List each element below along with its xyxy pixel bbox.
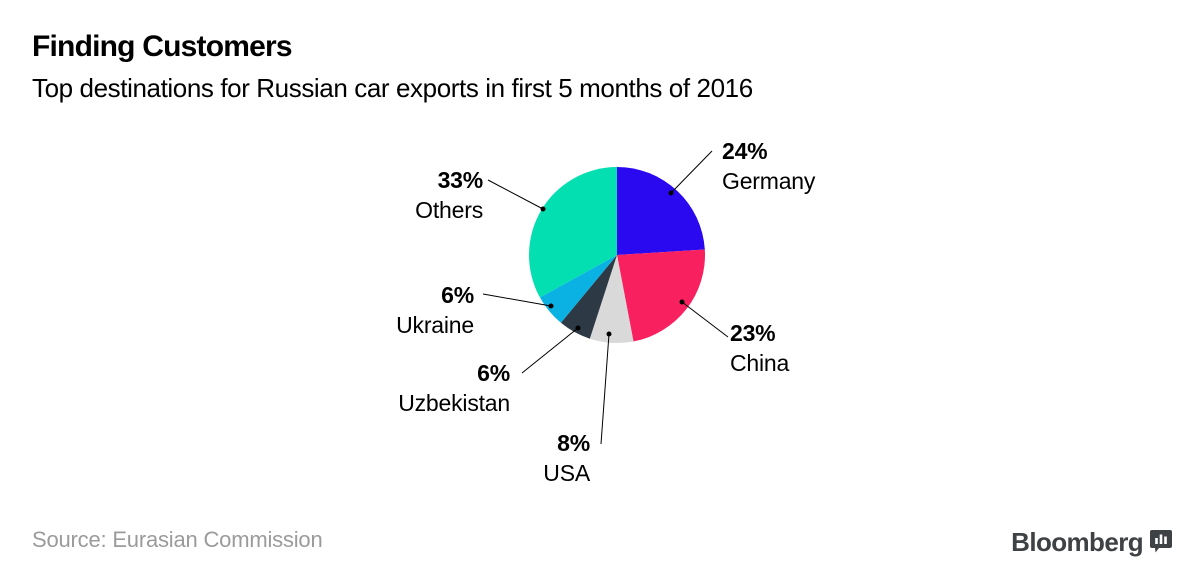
leader-line-china — [681, 301, 729, 338]
slice-pct-value: 6% — [441, 282, 474, 308]
leader-line-others — [487, 179, 544, 210]
pie-slice-others — [529, 167, 617, 298]
leader-dot-germany — [668, 190, 674, 196]
slice-label-germany: 24% Germany — [722, 136, 815, 196]
slice-pct-value: 6% — [477, 360, 510, 386]
brand-wordmark: Bloomberg — [1011, 527, 1143, 557]
pie-slice-uzbekistan — [560, 255, 617, 339]
slice-label-china: 23% China — [730, 318, 789, 378]
page-title: Finding Customers — [32, 30, 293, 63]
slice-pct-value: 33% — [437, 167, 484, 193]
source-note: Source: Eurasian Commission — [32, 527, 323, 552]
bar-chart-speech-bubble-icon — [1150, 529, 1172, 552]
page-subtitle: Top destinations for Russian car exports… — [32, 73, 753, 103]
pie-slice-ukraine — [539, 255, 617, 323]
leader-line-uzbekistan — [521, 327, 579, 374]
slice-name: Uzbekistan — [398, 390, 510, 416]
pie-slice-china — [617, 249, 706, 342]
leader-dot-ukraine — [548, 303, 554, 309]
slice-name: China — [730, 350, 790, 376]
leader-line-usa — [600, 333, 610, 445]
slice-label-uzbekistan: 6% Uzbekistan — [398, 358, 510, 418]
slice-pct-value: 24% — [722, 138, 768, 164]
leader-dot-china — [679, 299, 685, 305]
leader-line-ukraine — [482, 293, 552, 307]
slice-label-others: 33% Others — [415, 165, 483, 225]
slice-label-ukraine: 6% Ukraine — [396, 280, 474, 340]
slice-name: Germany — [722, 168, 816, 194]
brand-logo: Bloomberg — [1011, 527, 1172, 558]
leader-dot-others — [540, 206, 546, 212]
slice-name: Others — [415, 197, 483, 223]
slice-pct-value: 23% — [730, 320, 776, 346]
leader-dot-usa — [606, 331, 612, 337]
slice-label-usa: 8% USA — [543, 428, 590, 488]
slice-name: USA — [543, 460, 590, 486]
pie-slice-usa — [589, 255, 634, 343]
leader-line-germany — [670, 150, 713, 194]
slice-pct-value: 8% — [557, 430, 590, 456]
slice-name: Ukraine — [396, 312, 474, 338]
leader-dot-uzbekistan — [575, 325, 581, 331]
pie-slice-germany — [617, 167, 705, 255]
